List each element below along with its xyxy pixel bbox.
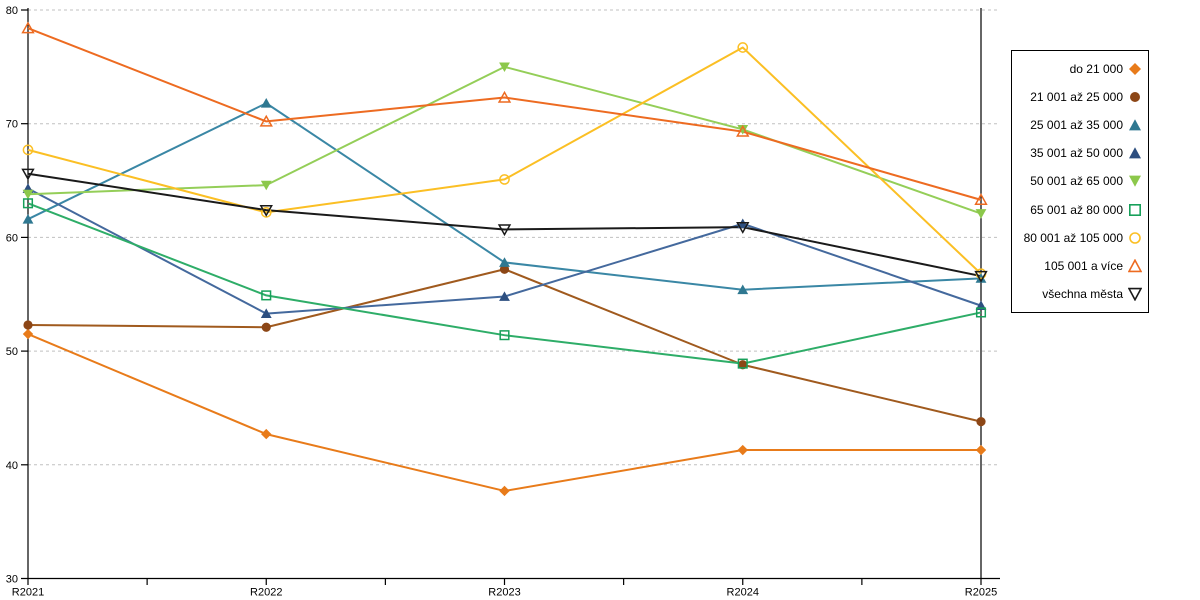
legend-marker-shape: [1129, 231, 1141, 244]
x-axis-label: R2023: [488, 587, 520, 599]
data-point-marker: [499, 264, 510, 274]
triangle-up-marker-icon: [1129, 147, 1141, 159]
data-point-marker: [737, 444, 748, 456]
legend-label: 105 001 a více: [1044, 258, 1123, 273]
triangle-down-marker-icon: [1128, 287, 1142, 301]
circle-marker-icon: [1129, 231, 1141, 244]
data-point-marker: [499, 62, 510, 73]
legend-marker-shape: [1129, 176, 1141, 188]
series-line-0: [27, 333, 981, 492]
data-point-marker: [974, 270, 988, 283]
x-axis-label: R2021: [12, 587, 44, 599]
data-point-marker: [22, 328, 34, 340]
data-point-marker: [497, 224, 512, 237]
legend-marker-shape: [1128, 287, 1142, 301]
data-point-marker: [499, 174, 510, 185]
data-point-marker: [737, 284, 749, 295]
series-line-4: [27, 65, 982, 215]
data-point-marker: [499, 330, 510, 341]
data-point-marker: [499, 257, 510, 267]
data-point-marker: [737, 358, 748, 369]
legend-marker-shape: [1128, 203, 1141, 216]
legend-item: 21 001 až 25 000: [1012, 90, 1148, 104]
legend-marker-shape: [1129, 119, 1141, 131]
y-axis-label: 80: [6, 5, 18, 17]
triangle-down-marker-icon: [1129, 176, 1141, 188]
data-point-marker: [22, 144, 34, 156]
data-point-marker: [22, 198, 34, 209]
data-point-marker: [974, 193, 988, 206]
y-axis-label: 50: [6, 346, 18, 358]
legend-label: 21 001 až 25 000: [1030, 90, 1123, 105]
diamond-marker-icon: [1129, 63, 1141, 76]
data-point-marker: [261, 322, 271, 332]
triangle-up-marker-icon: [1129, 119, 1141, 131]
legend-item: 80 001 až 105 000: [1012, 231, 1148, 245]
legend-label: 25 001 až 35 000: [1030, 118, 1123, 133]
series-line-6: [27, 46, 982, 275]
data-point-marker: [21, 168, 35, 181]
data-point-marker: [738, 360, 748, 370]
data-point-marker: [737, 42, 749, 53]
legend-label: všechna města: [1042, 286, 1123, 301]
data-point-marker: [260, 207, 272, 218]
legend-marker-shape: [1130, 92, 1140, 103]
data-point-marker: [260, 180, 272, 191]
legend-item: 50 001 až 65 000: [1012, 174, 1148, 188]
legend-box: do 21 000 21 001 až 25 000 25 001 až 35 00…: [1011, 50, 1149, 313]
data-point-marker: [737, 124, 749, 135]
legend-item: 35 001 až 50 000: [1012, 146, 1148, 160]
y-axis-label: 60: [6, 232, 18, 244]
series-line-5: [27, 202, 982, 365]
data-point-marker: [23, 320, 33, 330]
legend-item: 105 001 a více: [1012, 258, 1148, 273]
data-point-marker: [21, 21, 35, 34]
data-point-marker: [22, 214, 34, 224]
data-point-marker: [736, 222, 750, 234]
data-point-marker: [975, 444, 987, 456]
legend-item: 25 001 až 35 000: [1012, 118, 1148, 132]
legend-label: 80 001 až 105 000: [1023, 230, 1123, 245]
series-line-8: [27, 172, 982, 278]
data-point-marker: [259, 204, 273, 217]
series-line-7: [27, 27, 982, 201]
data-point-marker: [499, 485, 510, 497]
x-axis-label: R2025: [965, 587, 997, 599]
legend-label: 65 001 až 80 000: [1030, 202, 1123, 217]
circle-marker-icon: [1130, 92, 1140, 103]
x-axis-label: R2024: [727, 587, 759, 599]
square-marker-icon: [1128, 203, 1141, 216]
data-point-marker: [259, 114, 273, 127]
data-point-marker: [975, 307, 987, 318]
legend-label: 50 001 až 65 000: [1030, 174, 1123, 189]
data-point-marker: [497, 90, 512, 103]
data-point-marker: [736, 124, 750, 137]
legend-marker-shape: [1128, 258, 1142, 273]
legend-item: všechna města: [1012, 287, 1148, 301]
legend-item: 65 001 až 80 000: [1012, 203, 1148, 217]
data-point-marker: [975, 209, 987, 219]
legend-label: 35 001 až 50 000: [1030, 146, 1123, 161]
y-axis-label: 40: [6, 460, 18, 472]
legend-label: do 21 000: [1069, 62, 1123, 77]
data-point-marker: [261, 290, 272, 301]
y-axis-label: 30: [6, 574, 18, 586]
legend-marker-shape: [1129, 147, 1141, 159]
data-point-marker: [976, 416, 986, 427]
data-point-marker: [260, 308, 272, 318]
triangle-up-marker-icon: [1128, 258, 1142, 273]
data-point-marker: [22, 189, 34, 200]
legend-marker-shape: [1129, 63, 1141, 76]
data-point-marker: [261, 428, 272, 440]
y-axis-label: 70: [6, 119, 18, 131]
data-point-marker: [260, 98, 272, 108]
x-axis-label: R2022: [250, 587, 282, 599]
legend-item: do 21 000: [1012, 62, 1148, 76]
data-point-marker: [499, 291, 510, 301]
